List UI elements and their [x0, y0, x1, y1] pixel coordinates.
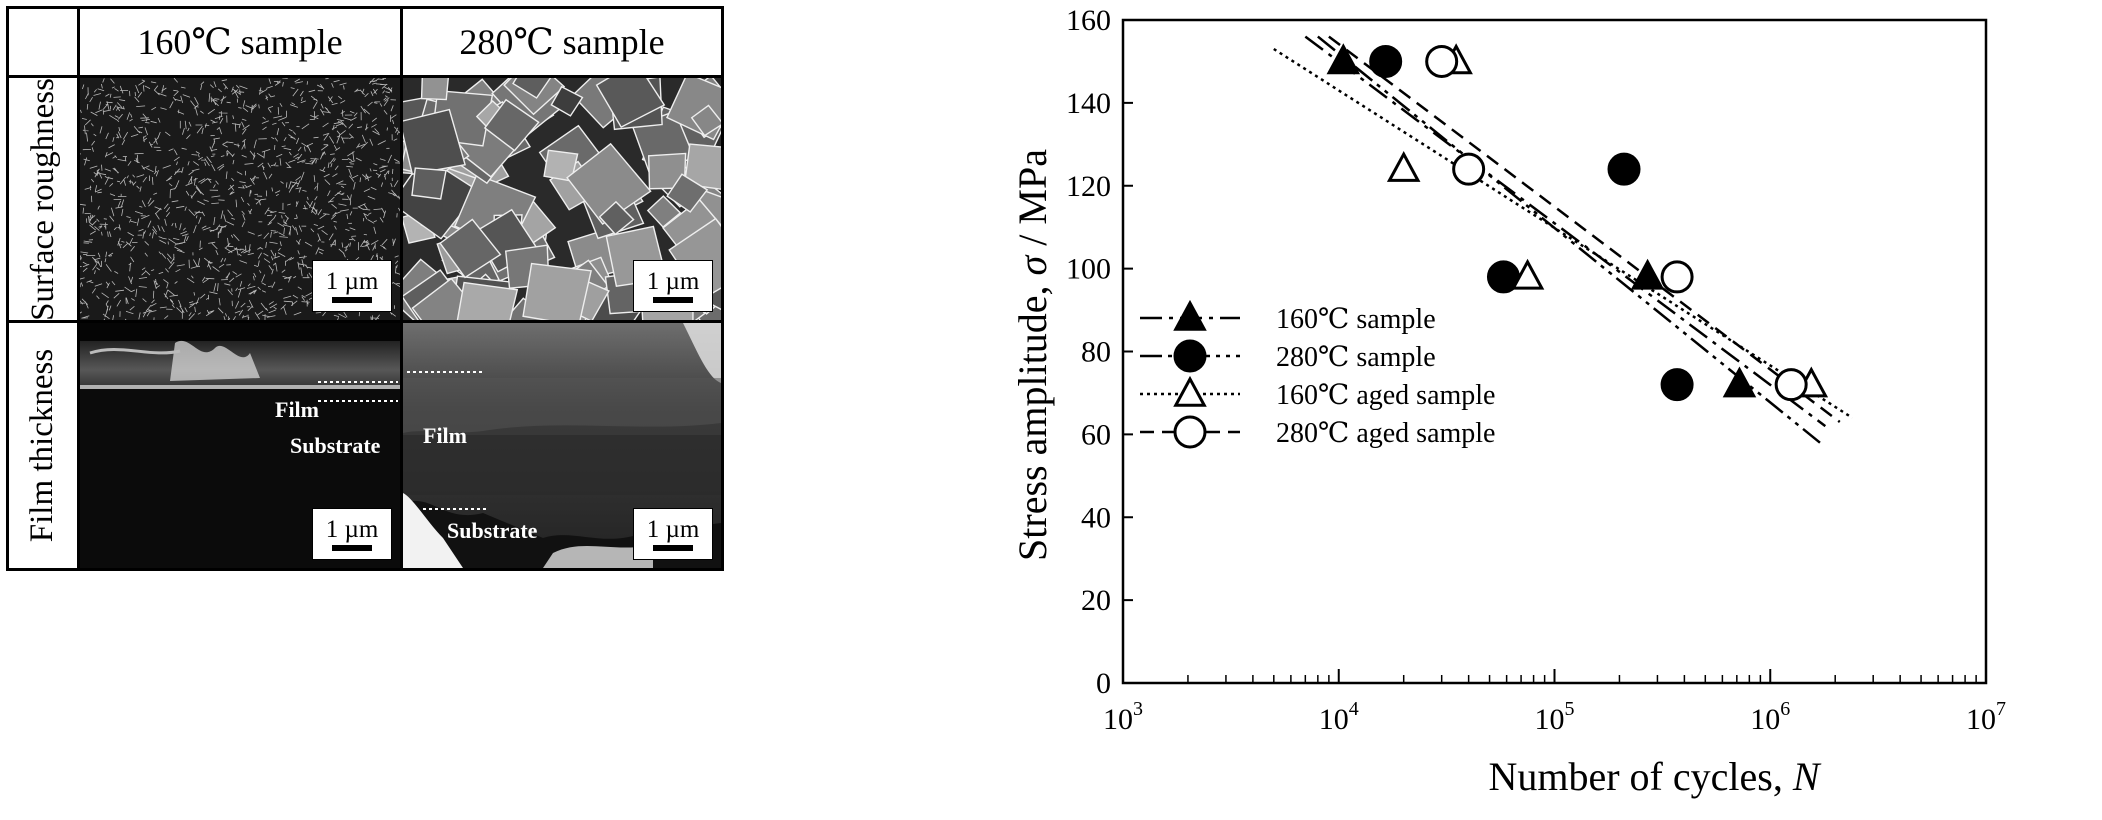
data-point-series-2: [1510, 258, 1545, 290]
grid-corner-cell: [6, 6, 80, 78]
y-tick-label: 120: [1066, 170, 1111, 203]
data-point-series-2: [1386, 151, 1421, 182]
scale-bar: 1 µm: [633, 508, 713, 560]
micrograph-160-film: Film Substrate 1 µm: [77, 320, 403, 571]
scale-bar-line: [332, 297, 372, 303]
substrate-label-160: Substrate: [290, 433, 381, 458]
y-axis-label-text: Stress amplitude,: [1010, 275, 1055, 561]
y-tick-label: 100: [1066, 253, 1111, 286]
y-tick-label: 40: [1081, 501, 1111, 534]
micrograph-grid: 160℃ sample 280℃ sample Surface roughnes…: [6, 6, 978, 771]
data-point-series-1: [1369, 44, 1403, 78]
legend-label-1: 280℃ sample: [1276, 342, 1436, 373]
data-point-series-0: [1722, 366, 1757, 398]
data-point-series-3: [1425, 44, 1459, 78]
micrograph-160-surface: 1 µm: [77, 75, 403, 323]
fit-line-series-0: [1304, 35, 1827, 428]
micrograph-280-film: Film Substrate 1 µm: [400, 320, 724, 571]
legend-marker-2: [1173, 375, 1207, 407]
x-axis-label-text: Number of cycles,: [1488, 754, 1792, 799]
legend-marker-0: [1173, 299, 1207, 331]
scale-bar-label: 1 µm: [325, 268, 379, 295]
texture-crystals: [403, 78, 721, 320]
x-tick-exp: 4: [1349, 698, 1359, 720]
micrograph-280-surface: 1 µm: [400, 75, 724, 323]
y-tick-label: 0: [1096, 667, 1111, 700]
data-point-series-1: [1660, 368, 1694, 402]
x-tick-base: 10: [1535, 703, 1565, 736]
legend-label-0: 160℃ sample: [1276, 304, 1436, 335]
legend-marker-1: [1173, 339, 1207, 373]
x-tick-base: 10: [1103, 703, 1133, 736]
y-axis-label: Stress amplitude, σ / MPa: [1010, 149, 1055, 561]
y-tick-label: 140: [1066, 87, 1111, 120]
scale-bar-label: 1 µm: [646, 516, 700, 543]
scale-bar-label: 1 µm: [646, 268, 700, 295]
plot-area-frame: [1121, 18, 1988, 685]
data-point-series-3: [1452, 152, 1486, 186]
film-label-160: Film: [275, 397, 319, 422]
col-header-160: 160℃ sample: [77, 6, 403, 78]
y-tick-label: 20: [1081, 584, 1111, 617]
col-header-280: 280℃ sample: [400, 6, 724, 78]
row-header-film-text: Film thickness: [24, 348, 61, 543]
x-tick-base: 10: [1750, 703, 1780, 736]
scale-bar-line: [653, 297, 693, 303]
row-header-surface: Surface roughness: [6, 75, 80, 323]
x-tick-exp: 3: [1133, 698, 1143, 720]
film-label-280: Film: [423, 423, 467, 448]
y-tick-label: 60: [1081, 418, 1111, 451]
legend-label-2: 160℃ aged sample: [1276, 380, 1496, 411]
legend-marker-3: [1173, 415, 1207, 449]
data-point-series-1: [1607, 152, 1641, 186]
y-axis-symbol: σ: [1010, 254, 1055, 275]
x-tick-label: 106: [1750, 698, 1790, 736]
legend-label-3: 280℃ aged sample: [1276, 418, 1496, 449]
fit-line-series-2: [1273, 47, 1853, 419]
x-tick-exp: 7: [1996, 698, 2006, 720]
y-tick-label: 160: [1066, 4, 1111, 37]
x-tick-label: 105: [1535, 698, 1575, 736]
x-axis-symbol: N: [1792, 754, 1822, 799]
x-tick-label: 104: [1319, 698, 1359, 736]
substrate-label-280: Substrate: [447, 518, 538, 543]
row-header-surface-text: Surface roughness: [24, 77, 61, 321]
row-header-film: Film thickness: [6, 320, 80, 571]
col-header-280-text: 280℃ sample: [459, 22, 665, 62]
data-point-series-3: [1774, 368, 1808, 402]
scale-bar-line: [332, 545, 372, 551]
scale-bar: 1 µm: [633, 260, 713, 312]
data-point-series-3: [1660, 260, 1694, 294]
x-tick-base: 10: [1319, 703, 1349, 736]
fit-line-series-3: [1328, 35, 1841, 423]
col-header-160-text: 160℃ sample: [137, 22, 343, 62]
x-tick-label: 103: [1103, 698, 1143, 736]
x-tick-base: 10: [1966, 703, 1996, 736]
data-point-series-0: [1326, 43, 1361, 75]
x-axis-label: Number of cycles, N: [1488, 754, 1821, 799]
x-tick-label: 107: [1966, 698, 2006, 736]
scale-bar-line: [653, 545, 693, 551]
x-tick-exp: 6: [1780, 698, 1790, 720]
scale-bar: 1 µm: [312, 260, 392, 312]
x-tick-exp: 5: [1565, 698, 1575, 720]
y-tick-label: 80: [1081, 336, 1111, 369]
y-axis-unit: / MPa: [1010, 149, 1055, 256]
scale-bar-label: 1 µm: [325, 516, 379, 543]
sn-chart: 0 20 40 60 80 100 120 140 160 103 104 105 106 107 160…: [1000, 0, 2102, 820]
data-point-series-0: [1630, 258, 1665, 290]
scale-bar: 1 µm: [312, 508, 392, 560]
